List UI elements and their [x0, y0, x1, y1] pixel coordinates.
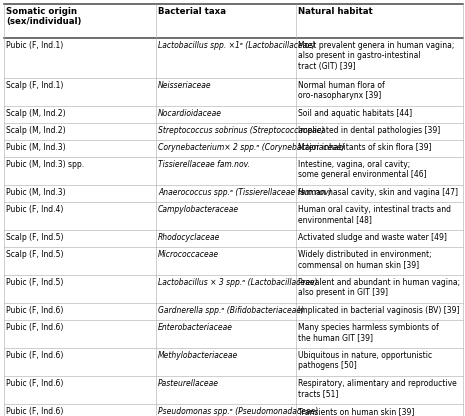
- Text: Micrococcaceae: Micrococcaceae: [158, 250, 219, 259]
- Text: Ubiquitous in nature, opportunistic
pathogens [50]: Ubiquitous in nature, opportunistic path…: [298, 351, 432, 370]
- Text: Activated sludge and waste water [49]: Activated sludge and waste water [49]: [298, 233, 447, 242]
- Text: Pasteurellaceae: Pasteurellaceae: [158, 379, 219, 388]
- Text: Most prevalent genera in human vagina;
also present in gastro-intestinal
tract (: Most prevalent genera in human vagina; a…: [298, 41, 454, 71]
- Text: Enterobacteriaceae: Enterobacteriaceae: [158, 323, 233, 332]
- Text: Transients on human skin [39]: Transients on human skin [39]: [298, 407, 414, 416]
- Text: Implicated in dental pathologies [39]: Implicated in dental pathologies [39]: [298, 126, 440, 135]
- Text: Rhodocyclaceae: Rhodocyclaceae: [158, 233, 220, 242]
- Text: Pubic (F, Ind.6): Pubic (F, Ind.6): [6, 306, 63, 315]
- Text: Implicated in bacterial vaginosis (BV) [39]: Implicated in bacterial vaginosis (BV) […: [298, 306, 459, 315]
- Text: Streptococcus sobrinus (Streptococcaceae): Streptococcus sobrinus (Streptococcaceae…: [158, 126, 325, 135]
- Text: Pubic (M, Ind.3): Pubic (M, Ind.3): [6, 143, 66, 152]
- Text: Gardnerella spp.ᵃ (Bifidobacteriaceae): Gardnerella spp.ᵃ (Bifidobacteriaceae): [158, 306, 304, 315]
- Text: Scalp (F, Ind.1): Scalp (F, Ind.1): [6, 81, 63, 90]
- Text: Natural habitat: Natural habitat: [298, 7, 373, 16]
- Text: Pubic (M, Ind.3): Pubic (M, Ind.3): [6, 188, 66, 197]
- Text: Pubic (F, Ind.6): Pubic (F, Ind.6): [6, 407, 63, 416]
- Text: Prevalent and abundant in human vagina;
also present in GIT [39]: Prevalent and abundant in human vagina; …: [298, 278, 460, 297]
- Text: Normal human flora of
oro-nasopharynx [39]: Normal human flora of oro-nasopharynx [3…: [298, 81, 385, 100]
- Text: Tissierellaceae fam.nov.: Tissierellaceae fam.nov.: [158, 160, 250, 169]
- Text: Lactobacillus spp. ×1ᵃ (Lactobacillaceae): Lactobacillus spp. ×1ᵃ (Lactobacillaceae…: [158, 41, 315, 50]
- Text: Neisseriaceae: Neisseriaceae: [158, 81, 212, 90]
- Text: Human nasal cavity, skin and vagina [47]: Human nasal cavity, skin and vagina [47]: [298, 188, 458, 197]
- Text: Somatic origin
(sex/individual): Somatic origin (sex/individual): [6, 7, 81, 26]
- Text: Major inhabitants of skin flora [39]: Major inhabitants of skin flora [39]: [298, 143, 432, 152]
- Text: Many species harmless symbionts of
the human GIT [39]: Many species harmless symbionts of the h…: [298, 323, 439, 342]
- Text: Pubic (F, Ind.6): Pubic (F, Ind.6): [6, 379, 63, 388]
- Text: Human oral cavity, intestinal tracts and
environmental [48]: Human oral cavity, intestinal tracts and…: [298, 205, 451, 224]
- Text: Respiratory, alimentary and reproductive
tracts [51]: Respiratory, alimentary and reproductive…: [298, 379, 457, 399]
- Text: Scalp (M, Ind.2): Scalp (M, Ind.2): [6, 126, 66, 135]
- Text: Soil and aquatic habitats [44]: Soil and aquatic habitats [44]: [298, 109, 412, 118]
- Text: Methylobacteriaceae: Methylobacteriaceae: [158, 351, 238, 360]
- Text: Bacterial taxa: Bacterial taxa: [158, 7, 226, 16]
- Text: Campylobacteraceae: Campylobacteraceae: [158, 205, 239, 214]
- Text: Widely distributed in environment;
commensal on human skin [39]: Widely distributed in environment; comme…: [298, 250, 432, 270]
- Text: Scalp (F, Ind.5): Scalp (F, Ind.5): [6, 233, 64, 242]
- Text: Anaerococcus spp.ᵃ (Tissierellaceae fam.nov): Anaerococcus spp.ᵃ (Tissierellaceae fam.…: [158, 188, 332, 197]
- Text: Pubic (F, Ind.5): Pubic (F, Ind.5): [6, 278, 63, 287]
- Text: Scalp (F, Ind.5): Scalp (F, Ind.5): [6, 250, 64, 259]
- Text: Pubic (F, Ind.1): Pubic (F, Ind.1): [6, 41, 63, 50]
- Text: Pubic (F, Ind.6): Pubic (F, Ind.6): [6, 351, 63, 360]
- Text: Nocardioidaceae: Nocardioidaceae: [158, 109, 222, 118]
- Text: Pubic (F, Ind.6): Pubic (F, Ind.6): [6, 323, 63, 332]
- Text: Pubic (M, Ind.3) spp.: Pubic (M, Ind.3) spp.: [6, 160, 84, 169]
- Text: Intestine, vagina, oral cavity;
some general environmental [46]: Intestine, vagina, oral cavity; some gen…: [298, 160, 426, 179]
- Text: Pseudomonas spp.ᵃ (Pseudomonadaceae): Pseudomonas spp.ᵃ (Pseudomonadaceae): [158, 407, 318, 416]
- Text: Pubic (F, Ind.4): Pubic (F, Ind.4): [6, 205, 63, 214]
- Text: Scalp (M, Ind.2): Scalp (M, Ind.2): [6, 109, 66, 118]
- Text: Lactobacillus × 3 spp.ᵃ (Lactobacillaceae): Lactobacillus × 3 spp.ᵃ (Lactobacillacea…: [158, 278, 318, 287]
- Text: Corynebacterium× 2 spp.ᵃ (Corynebacteriaceae): Corynebacterium× 2 spp.ᵃ (Corynebacteria…: [158, 143, 345, 152]
